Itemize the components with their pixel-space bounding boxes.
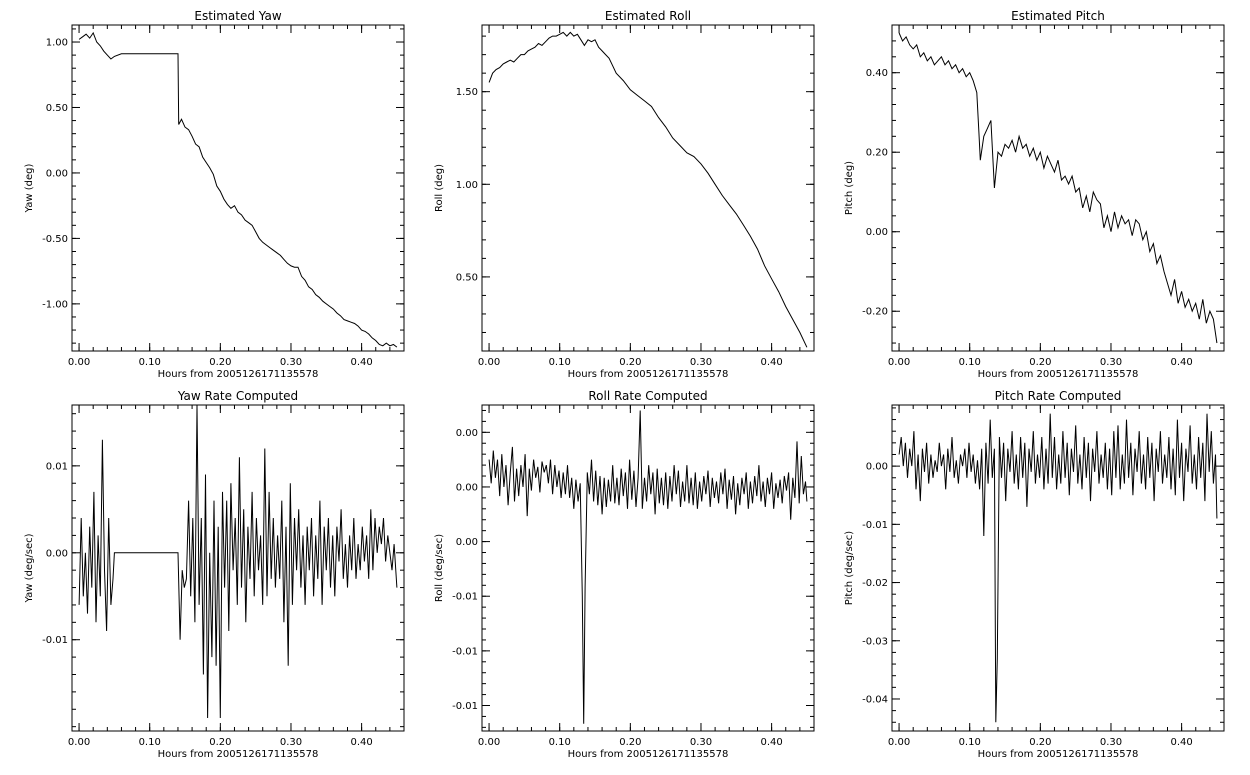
y-tick-label: 0.00 xyxy=(46,548,68,559)
panel-pitch-rate-computed: Pitch Rate Computed Hours from 2005126171… xyxy=(844,389,1225,760)
x-tick-label: 0.20 xyxy=(1029,357,1051,368)
y-tick-label: -0.01 xyxy=(452,592,478,603)
plot-frame xyxy=(891,404,1225,732)
x-tick-label: 0.40 xyxy=(760,737,782,748)
x-tick-label: 0.10 xyxy=(139,737,161,748)
x-tick-label: 0.40 xyxy=(350,357,372,368)
x-tick-label: 0.20 xyxy=(209,737,231,748)
chart-title: Estimated Yaw xyxy=(194,9,281,23)
x-tick-label: 0.10 xyxy=(959,357,981,368)
y-tick-label: 0.00 xyxy=(456,537,478,548)
x-tick-label: 0.40 xyxy=(350,737,372,748)
chart-title: Estimated Pitch xyxy=(1011,9,1105,23)
plot-frame xyxy=(71,24,405,352)
y-tick-label: 0.50 xyxy=(456,272,478,283)
panel-yaw-rate-computed: Yaw Rate Computed Hours from 200512617113… xyxy=(24,389,405,760)
plot-frame xyxy=(71,404,405,732)
x-tick-label: 0.40 xyxy=(760,357,782,368)
panel-roll-rate-computed: Roll Rate Computed Hours from 20051261711… xyxy=(434,389,815,760)
y-tick-label: -0.03 xyxy=(862,636,888,647)
y-tick-label: -1.00 xyxy=(42,299,68,310)
y-axis-label: Pitch (deg) xyxy=(844,161,855,215)
x-axis-label: Hours from 2005126171135578 xyxy=(158,369,319,380)
x-tick-label: 0.00 xyxy=(478,357,500,368)
plot-frame xyxy=(481,24,815,352)
chart-title: Estimated Roll xyxy=(605,9,691,23)
x-tick-label: 0.00 xyxy=(888,737,910,748)
y-tick-label: 0.00 xyxy=(866,462,888,473)
x-tick-label: 0.00 xyxy=(68,357,90,368)
chart-title: Pitch Rate Computed xyxy=(995,389,1122,403)
y-tick-label: -0.04 xyxy=(862,694,888,705)
x-tick-label: 0.30 xyxy=(690,737,712,748)
x-tick-label: 0.00 xyxy=(478,737,500,748)
x-tick-label: 0.10 xyxy=(549,357,571,368)
y-tick-label: 1.00 xyxy=(46,38,68,49)
x-tick-label: 0.40 xyxy=(1170,357,1192,368)
y-tick-label: 0.50 xyxy=(46,103,68,114)
plot-frame xyxy=(891,24,1225,352)
x-tick-label: 0.20 xyxy=(619,357,641,368)
y-tick-label: -0.02 xyxy=(862,578,888,589)
series-line xyxy=(898,32,1218,344)
y-tick-label: 0.01 xyxy=(46,461,68,472)
panel-estimated-roll: Estimated Roll Hours from 200512617113557… xyxy=(434,9,815,380)
y-tick-label: 1.50 xyxy=(456,87,478,98)
y-tick-label: -0.20 xyxy=(862,307,888,318)
x-axis-label: Hours from 2005126171135578 xyxy=(978,369,1139,380)
x-axis-label: Hours from 2005126171135578 xyxy=(568,749,729,760)
y-axis-label: Roll (deg/sec) xyxy=(434,534,445,602)
x-axis-label: Hours from 2005126171135578 xyxy=(158,749,319,760)
y-tick-label: -0.50 xyxy=(42,234,68,245)
x-tick-label: 0.30 xyxy=(1100,357,1122,368)
y-axis-label: Roll (deg) xyxy=(434,164,445,212)
series-line xyxy=(898,413,1218,723)
x-tick-label: 0.00 xyxy=(68,737,90,748)
x-tick-label: 0.10 xyxy=(549,737,571,748)
y-tick-label: 0.20 xyxy=(866,148,888,159)
y-tick-label: 0.00 xyxy=(456,482,478,493)
x-tick-label: 0.10 xyxy=(139,357,161,368)
y-tick-label: -0.01 xyxy=(452,646,478,657)
x-tick-label: 0.20 xyxy=(209,357,231,368)
x-tick-label: 0.30 xyxy=(690,357,712,368)
y-axis-label: Yaw (deg/sec) xyxy=(24,533,35,603)
x-tick-label: 0.40 xyxy=(1170,737,1192,748)
panel-estimated-yaw: Estimated Yaw Hours from 2005126171135578… xyxy=(24,9,405,380)
chart-title: Yaw Rate Computed xyxy=(177,389,298,403)
x-tick-label: 0.30 xyxy=(280,357,302,368)
y-tick-label: 0.00 xyxy=(456,428,478,439)
series-line xyxy=(488,31,808,348)
x-tick-label: 0.10 xyxy=(959,737,981,748)
x-tick-label: 0.20 xyxy=(1029,737,1051,748)
x-axis-label: Hours from 2005126171135578 xyxy=(568,369,729,380)
y-tick-label: 1.00 xyxy=(456,180,478,191)
y-tick-label: -0.01 xyxy=(452,701,478,712)
y-tick-label: -0.01 xyxy=(42,635,68,646)
x-tick-label: 0.00 xyxy=(888,357,910,368)
plot-frame xyxy=(481,404,815,732)
chart-title: Roll Rate Computed xyxy=(588,389,707,403)
panel-estimated-pitch: Estimated Pitch Hours from 20051261711355… xyxy=(844,9,1225,380)
y-axis-label: Pitch (deg/sec) xyxy=(844,531,855,606)
x-axis-label: Hours from 2005126171135578 xyxy=(978,749,1139,760)
x-tick-label: 0.30 xyxy=(1100,737,1122,748)
y-tick-label: -0.01 xyxy=(862,520,888,531)
series-line xyxy=(78,31,398,348)
y-tick-label: 0.00 xyxy=(866,227,888,238)
y-tick-label: 0.40 xyxy=(866,68,888,79)
series-line xyxy=(488,410,808,724)
x-tick-label: 0.30 xyxy=(280,737,302,748)
y-axis-label: Yaw (deg) xyxy=(24,163,35,213)
y-tick-label: 0.00 xyxy=(46,168,68,179)
x-tick-label: 0.20 xyxy=(619,737,641,748)
series-line xyxy=(78,404,398,719)
